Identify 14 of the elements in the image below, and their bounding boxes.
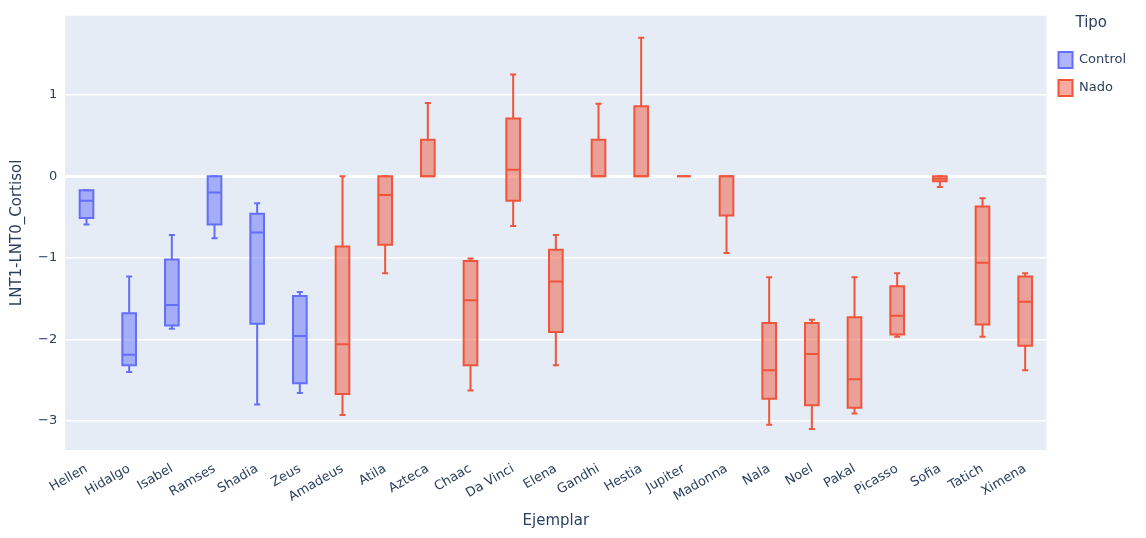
x-tick-label: Noel <box>782 460 816 489</box>
y-tick-label: −3 <box>37 412 58 428</box>
x-tick-label: Nala <box>739 460 773 488</box>
legend-title: Tipo <box>1074 13 1108 32</box>
y-tick-label: −1 <box>37 249 58 265</box>
legend-label: Control <box>1079 51 1127 67</box>
y-tick-label: 1 <box>48 86 58 102</box>
legend-label: Nado <box>1079 79 1113 95</box>
y-tick-label: 0 <box>48 167 58 183</box>
x-tick-label: Sofia <box>907 460 944 490</box>
x-axis-title: Ejemplar <box>522 510 590 529</box>
x-tick-label: Atila <box>355 460 389 488</box>
y-axis-title: LNT1-LNT0_Cortisol <box>6 159 26 307</box>
y-tick-label: −2 <box>37 330 58 346</box>
